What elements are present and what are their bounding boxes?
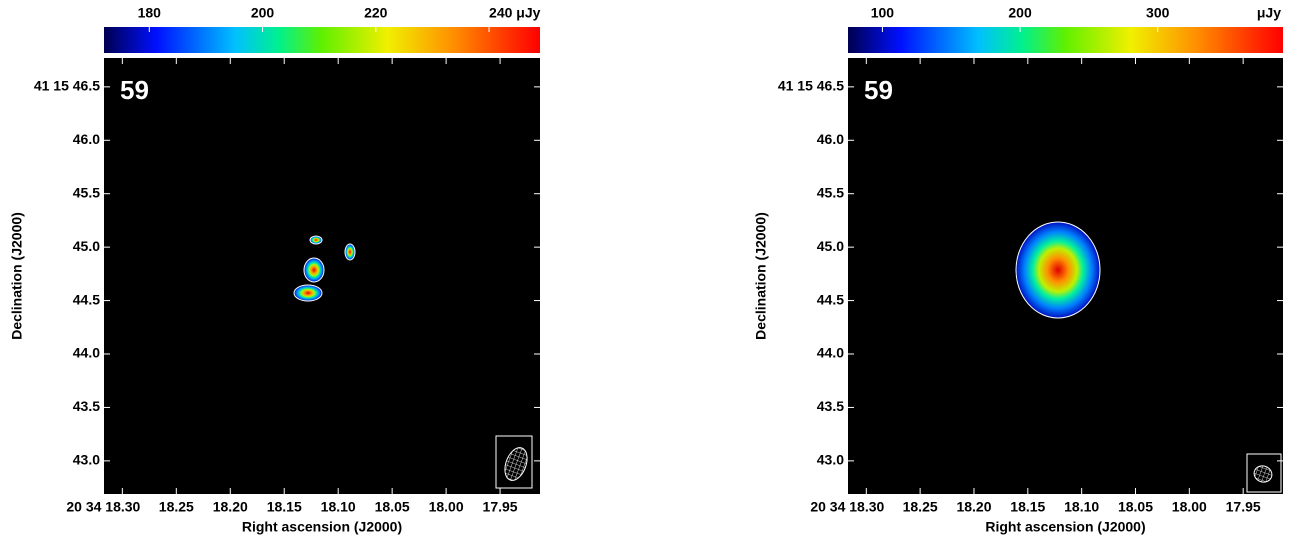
colorbar-tick-label: 220 xyxy=(364,5,388,21)
y-tick-label: 41 15 46.5 xyxy=(34,78,100,94)
y-axis-title: Declination (J2000) xyxy=(753,212,769,340)
x-tick-label: 17.95 xyxy=(1226,499,1261,515)
x-tick-label: 18.15 xyxy=(1010,499,1045,515)
x-tick-label: 18.15 xyxy=(267,499,302,515)
y-tick-label: 44.5 xyxy=(73,291,100,307)
y-tick-label: 41 15 46.5 xyxy=(778,78,844,94)
x-tick-label: 18.25 xyxy=(903,499,938,515)
x-tick-label: 18.10 xyxy=(1064,499,1099,515)
x-tick-label: 17.95 xyxy=(483,499,518,515)
beam-box xyxy=(495,435,533,489)
x-tick-label: 18.20 xyxy=(956,499,991,515)
colorbar-tick-label: 240 μJy xyxy=(489,5,541,21)
beam xyxy=(504,447,528,481)
colorbar-tick-label: 200 xyxy=(1008,5,1032,21)
y-tick-label: 45.5 xyxy=(817,184,844,200)
emission xyxy=(293,284,323,302)
x-tick-label: 18.25 xyxy=(159,499,194,515)
panel-label: 59 xyxy=(864,75,893,105)
x-tick-label: 18.20 xyxy=(213,499,248,515)
y-tick-label: 43.5 xyxy=(73,398,100,414)
y-tick-label: 45.0 xyxy=(817,238,844,254)
x-tick-label: 20 34 18.30 xyxy=(810,499,884,515)
x-tick-label: 18.00 xyxy=(429,499,464,515)
panel-label: 59 xyxy=(120,75,149,105)
beam-box xyxy=(1246,453,1282,493)
emission xyxy=(303,257,325,283)
y-tick-label: 45.0 xyxy=(73,238,100,254)
x-tick-label: 18.05 xyxy=(1118,499,1153,515)
colorbar-tick-label: 300 xyxy=(1146,5,1170,21)
y-tick-label: 44.0 xyxy=(817,345,844,361)
x-tick-label: 18.10 xyxy=(321,499,356,515)
emission xyxy=(344,243,356,261)
emission xyxy=(1015,221,1101,319)
beam xyxy=(1253,465,1273,483)
colorbar-unit: μJy xyxy=(1257,5,1281,21)
y-tick-label: 43.5 xyxy=(817,398,844,414)
colorbar-tick-label: 100 xyxy=(871,5,895,21)
x-axis-title: Right ascension (J2000) xyxy=(242,519,402,535)
colorbar-tick-label: 200 xyxy=(251,5,275,21)
colorbar xyxy=(104,27,540,53)
colorbar xyxy=(848,27,1283,53)
emission xyxy=(309,235,323,245)
y-tick-label: 46.0 xyxy=(73,131,100,147)
y-tick-label: 44.0 xyxy=(73,345,100,361)
y-tick-label: 46.0 xyxy=(817,131,844,147)
y-tick-label: 44.5 xyxy=(817,291,844,307)
colorbar-tick-label: 180 xyxy=(138,5,162,21)
y-tick-label: 43.0 xyxy=(73,452,100,468)
x-tick-label: 18.05 xyxy=(375,499,410,515)
y-axis-title: Declination (J2000) xyxy=(9,212,25,340)
y-tick-label: 45.5 xyxy=(73,184,100,200)
y-tick-label: 43.0 xyxy=(817,452,844,468)
x-tick-label: 20 34 18.30 xyxy=(66,499,140,515)
x-tick-label: 18.00 xyxy=(1172,499,1207,515)
x-axis-title: Right ascension (J2000) xyxy=(985,519,1145,535)
